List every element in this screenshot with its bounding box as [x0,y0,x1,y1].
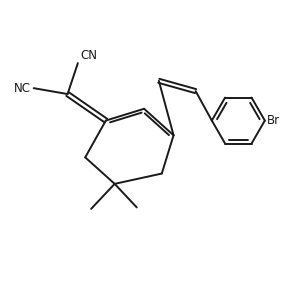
Text: CN: CN [80,49,97,62]
Text: Br: Br [267,114,280,127]
Text: NC: NC [14,82,31,95]
